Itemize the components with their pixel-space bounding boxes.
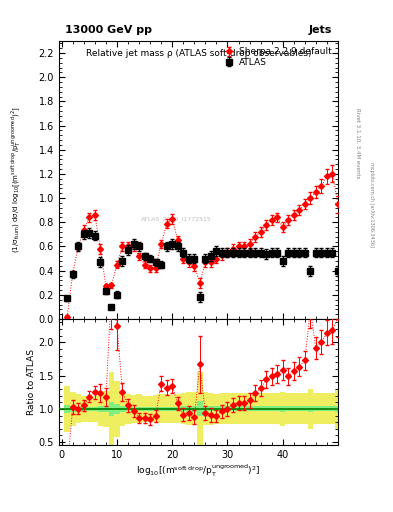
Text: ATLAS_2019_I1772515: ATLAS_2019_I1772515 <box>141 216 211 222</box>
X-axis label: log$_{10}$[(m$^{\mathrm{soft\ drop}}$/p$_{\mathrm{T}}^{\mathrm{ungroomed}}$)$^{2: log$_{10}$[(m$^{\mathrm{soft\ drop}}$/p$… <box>136 463 261 479</box>
Legend: Sherpa 2.2.9 default, ATLAS: Sherpa 2.2.9 default, ATLAS <box>220 46 334 69</box>
Text: 13000 GeV pp: 13000 GeV pp <box>64 26 152 35</box>
Text: mcplots.cern.ch [arXiv:1306.3436]: mcplots.cern.ch [arXiv:1306.3436] <box>369 162 374 247</box>
Y-axis label: Ratio to ATLAS: Ratio to ATLAS <box>27 349 36 415</box>
Text: Jets: Jets <box>309 26 332 35</box>
Y-axis label: (1/σ$_{\mathrm{fsum}}$) dσ/d log$_{10}$[(m$^{\mathrm{soft\ drop}}$/p$_{T}^{\math: (1/σ$_{\mathrm{fsum}}$) dσ/d log$_{10}$[… <box>9 106 23 253</box>
Text: Rivet 3.1.10, 3.4M events: Rivet 3.1.10, 3.4M events <box>355 108 360 179</box>
Text: Relative jet mass ρ (ATLAS soft-drop observables): Relative jet mass ρ (ATLAS soft-drop obs… <box>86 49 311 58</box>
